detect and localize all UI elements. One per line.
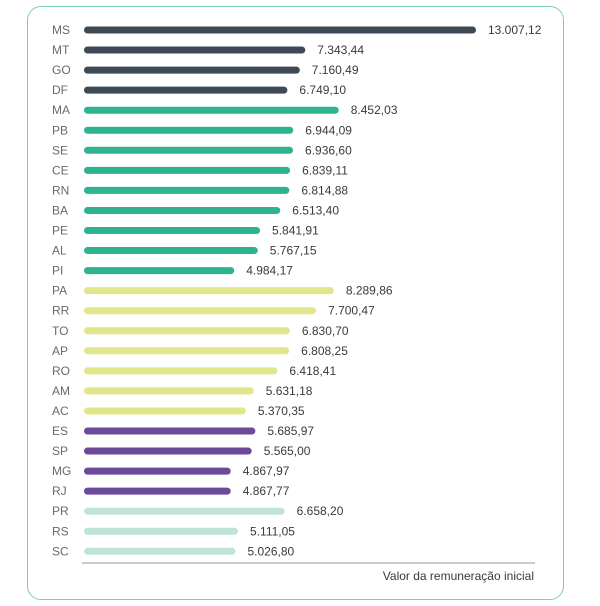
bar-se (84, 146, 294, 154)
value-label-df: 6.749,10 (299, 83, 346, 97)
value-label-es: 5.685,97 (267, 424, 314, 438)
value-label-rj: 4.867,77 (243, 484, 290, 498)
bar-es (84, 427, 256, 435)
value-label-pa: 8.289,86 (346, 284, 393, 298)
category-label-pi: PI (52, 264, 63, 278)
value-label-se: 6.936,60 (305, 143, 352, 157)
value-label-pb: 6.944,09 (305, 123, 352, 137)
value-label-pe: 5.841,91 (272, 224, 319, 238)
bar-df (84, 86, 288, 94)
category-label-pr: PR (52, 504, 69, 518)
bar-al (84, 247, 258, 255)
bars-layer: MS 13.007,12 MT 7.343,44 GO 7.160,49 DF 6.749,1… (52, 23, 542, 558)
value-label-rn: 6.814,88 (301, 183, 348, 197)
category-label-ac: AC (52, 404, 69, 418)
category-label-to: TO (52, 324, 68, 338)
bar-rr (84, 307, 317, 315)
value-label-go: 7.160,49 (312, 63, 359, 77)
bar-ac (84, 407, 246, 415)
category-label-am: AM (52, 384, 70, 398)
value-label-mt: 7.343,44 (317, 43, 364, 57)
value-label-ba: 6.513,40 (292, 203, 339, 217)
bar-rn (84, 186, 290, 194)
category-label-ce: CE (52, 163, 69, 177)
bar-sc (84, 547, 236, 555)
value-label-ma: 8.452,03 (351, 103, 398, 117)
bar-ba (84, 206, 281, 214)
value-label-rr: 7.700,47 (328, 304, 375, 318)
value-label-sc: 5.026,80 (247, 544, 294, 558)
bar-mt (84, 46, 306, 54)
category-label-rj: RJ (52, 484, 67, 498)
bar-rs (84, 527, 239, 535)
value-label-al: 5.767,15 (270, 244, 317, 258)
bar-ms (84, 26, 476, 34)
category-label-pb: PB (52, 123, 68, 137)
category-label-rn: RN (52, 183, 69, 197)
bar-pb (84, 126, 294, 134)
category-label-se: SE (52, 143, 68, 157)
category-label-mg: MG (52, 464, 71, 478)
category-label-go: GO (52, 63, 71, 77)
value-label-sp: 5.565,00 (264, 444, 311, 458)
category-label-rs: RS (52, 524, 69, 538)
bar-pi (84, 267, 235, 275)
category-label-ms: MS (52, 23, 70, 37)
bar-go (84, 66, 300, 74)
value-label-ro: 6.418,41 (289, 364, 336, 378)
category-label-pa: PA (52, 284, 67, 298)
category-label-sc: SC (52, 544, 69, 558)
value-label-ms: 13.007,12 (488, 23, 542, 37)
category-label-mt: MT (52, 43, 70, 57)
category-label-rr: RR (52, 304, 70, 318)
bar-pe (84, 227, 261, 234)
value-label-pi: 4.984,17 (246, 264, 293, 278)
bar-ce (84, 166, 291, 174)
category-label-ap: AP (52, 344, 68, 358)
bar-ap (84, 347, 290, 355)
category-label-ba: BA (52, 203, 68, 217)
x-axis-label: Valor da remuneração inicial (383, 569, 534, 583)
category-label-al: AL (52, 244, 67, 258)
category-label-sp: SP (52, 444, 68, 458)
category-label-es: ES (52, 424, 68, 438)
value-label-mg: 4.867,97 (243, 464, 290, 478)
value-label-ce: 6.839,11 (302, 163, 348, 177)
value-label-ac: 5.370,35 (258, 404, 305, 418)
bar-am (84, 387, 254, 395)
category-label-ma: MA (52, 103, 70, 117)
bar-mg (84, 467, 231, 475)
bar-ro (84, 367, 278, 375)
bar-pa (84, 287, 334, 295)
bar-rj (84, 487, 231, 495)
category-label-pe: PE (52, 224, 68, 238)
bar-sp (84, 447, 252, 455)
value-label-am: 5.631,18 (266, 384, 313, 398)
category-label-ro: RO (52, 364, 70, 378)
value-label-rs: 5.111,05 (250, 524, 295, 538)
value-label-ap: 6.808,25 (301, 344, 348, 358)
value-label-to: 6.830,70 (302, 324, 349, 338)
bar-ma (84, 106, 339, 114)
bar-to (84, 327, 290, 335)
value-label-pr: 6.658,20 (297, 504, 344, 518)
category-label-df: DF (52, 83, 68, 97)
chart-panel (27, 6, 564, 600)
bar-pr (84, 507, 285, 515)
